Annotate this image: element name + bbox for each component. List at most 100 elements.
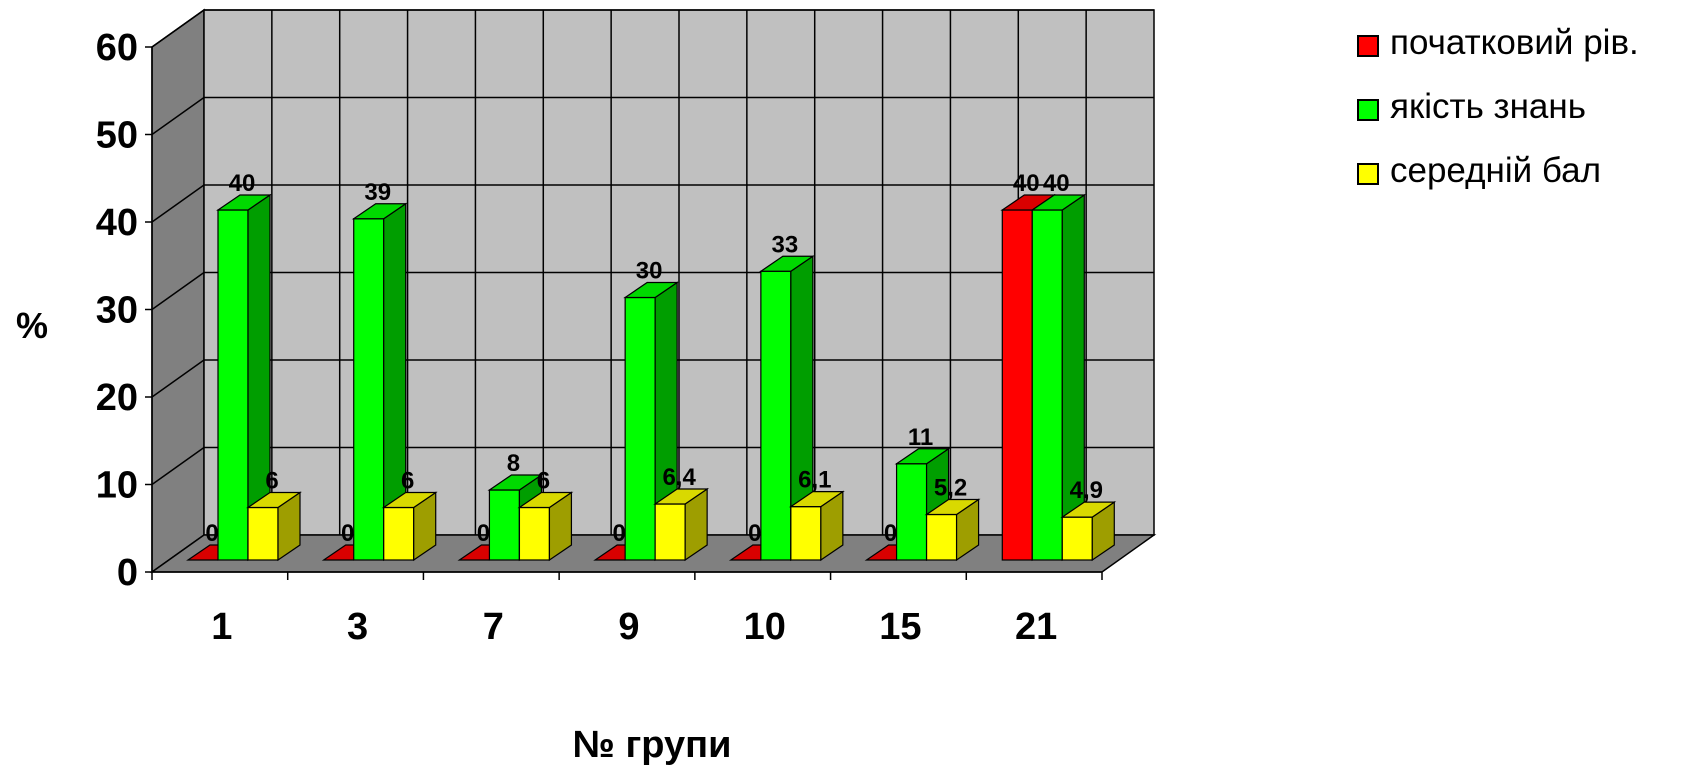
data-label: 0 bbox=[205, 520, 218, 547]
bar bbox=[1060, 500, 1117, 562]
gridline bbox=[151, 446, 1154, 486]
bar-top bbox=[758, 255, 815, 272]
data-label: 0 bbox=[341, 520, 354, 547]
bar-front bbox=[1001, 209, 1033, 561]
x-tick-label: 7 bbox=[483, 606, 504, 648]
y-tick-label: 0 bbox=[117, 552, 138, 594]
bar-top bbox=[1060, 501, 1117, 518]
x-tick-label: 1 bbox=[211, 606, 232, 648]
data-label: 6 bbox=[265, 468, 278, 495]
y-tick-label: 10 bbox=[96, 465, 138, 507]
gridline bbox=[151, 184, 1154, 223]
legend-swatch bbox=[1357, 35, 1379, 57]
bar bbox=[623, 281, 680, 562]
bar bbox=[246, 491, 302, 562]
legend-item: початковий рів. bbox=[1357, 23, 1639, 62]
x-tick-label: 15 bbox=[879, 606, 921, 648]
bar-top bbox=[1030, 194, 1087, 211]
legend: початковий рів. якість знань середній бал bbox=[1357, 23, 1639, 190]
data-label: 40 bbox=[1013, 170, 1040, 197]
x-tick-label: 3 bbox=[347, 606, 368, 648]
bar-front bbox=[488, 489, 521, 561]
data-label: 6,4 bbox=[662, 464, 696, 491]
bar-top bbox=[517, 491, 574, 509]
gridline bbox=[151, 359, 1154, 398]
data-label: 11 bbox=[908, 424, 933, 451]
bar-front bbox=[353, 218, 385, 561]
bar-top bbox=[653, 488, 710, 505]
bar-top bbox=[788, 491, 845, 508]
bar bbox=[924, 498, 981, 562]
bar-front bbox=[217, 209, 249, 561]
bar-front bbox=[247, 506, 279, 561]
legend-label: якість знань bbox=[1390, 87, 1586, 126]
bar-front bbox=[654, 503, 686, 561]
bar-front bbox=[760, 270, 792, 561]
gridline bbox=[151, 9, 1154, 48]
bar-front bbox=[518, 506, 551, 561]
bar bbox=[758, 255, 815, 562]
legend-label: початковий рів. bbox=[1390, 23, 1639, 62]
bar-front bbox=[383, 506, 415, 561]
data-label: 30 bbox=[636, 258, 663, 285]
data-label: 5,2 bbox=[934, 475, 967, 502]
bar-front bbox=[1031, 209, 1063, 561]
bar bbox=[517, 491, 574, 562]
bar bbox=[351, 202, 408, 562]
bar-front bbox=[624, 296, 656, 561]
bar bbox=[653, 487, 710, 562]
bar bbox=[216, 193, 272, 562]
chart-bars bbox=[186, 193, 1117, 562]
data-label: 39 bbox=[364, 179, 391, 206]
y-tick-label: 20 bbox=[96, 377, 138, 419]
y-tick-label: 30 bbox=[96, 290, 138, 332]
x-tick-label: 21 bbox=[1015, 606, 1057, 648]
bar-top bbox=[351, 203, 408, 220]
x-axis-label: № групи bbox=[573, 724, 732, 766]
data-label: 8 bbox=[507, 450, 520, 477]
x-tick-label: 9 bbox=[618, 606, 639, 648]
data-label: 0 bbox=[477, 520, 490, 547]
bar-top bbox=[623, 281, 680, 299]
bar-top bbox=[246, 491, 302, 509]
bar-top bbox=[924, 498, 981, 516]
y-axis-label: % bbox=[16, 305, 48, 346]
gridline bbox=[151, 271, 1154, 311]
legend-swatch bbox=[1357, 163, 1379, 185]
data-label: 40 bbox=[229, 170, 256, 197]
bar-top bbox=[894, 448, 951, 465]
legend-label: середній бал bbox=[1390, 151, 1601, 190]
data-label: 6 bbox=[537, 468, 550, 495]
legend-item: середній бал bbox=[1357, 151, 1601, 190]
data-label: 0 bbox=[748, 520, 761, 547]
data-label: 40 bbox=[1043, 170, 1070, 197]
legend-swatch bbox=[1357, 99, 1379, 121]
chart-gridlines bbox=[151, 9, 1154, 535]
bar-top bbox=[216, 194, 272, 211]
legend-item: якість знань bbox=[1357, 87, 1586, 126]
x-tick-label: 10 bbox=[744, 606, 786, 648]
chart-axis-text: % № групи bbox=[16, 305, 731, 766]
y-tick-label: 50 bbox=[96, 115, 138, 157]
gridline bbox=[151, 96, 1154, 136]
bar-front bbox=[925, 513, 958, 561]
data-label: 0 bbox=[884, 520, 897, 547]
bar bbox=[788, 490, 845, 562]
bar-front bbox=[1061, 516, 1093, 561]
y-tick-label: 60 bbox=[96, 27, 138, 69]
data-label: 0 bbox=[612, 520, 625, 547]
data-label: 33 bbox=[772, 231, 799, 258]
bar-front bbox=[790, 506, 822, 561]
data-label: 6 bbox=[401, 468, 414, 495]
bar-top bbox=[487, 474, 544, 491]
bar bbox=[1030, 193, 1087, 562]
data-label: 4,9 bbox=[1070, 477, 1103, 504]
bar bbox=[381, 491, 438, 562]
bar-front bbox=[895, 463, 928, 561]
bar-top bbox=[381, 491, 438, 509]
data-label: 6,1 bbox=[798, 467, 831, 494]
